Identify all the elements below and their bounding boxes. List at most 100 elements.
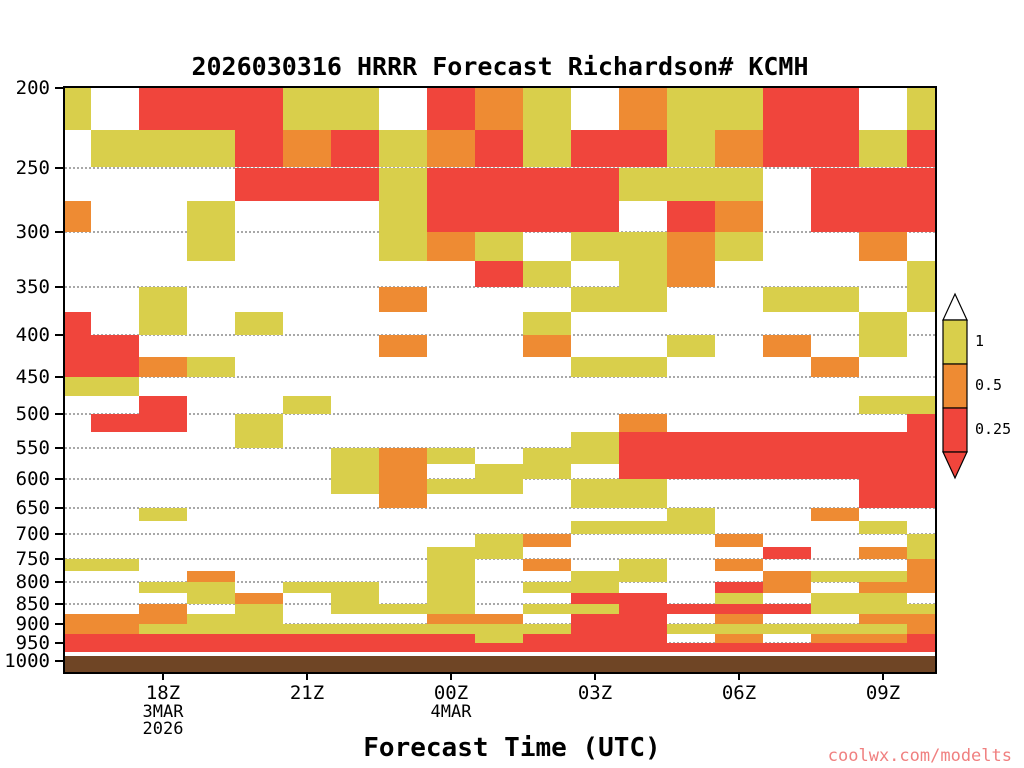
colorbar-arrow-up-icon [942,292,968,321]
heatmap-cell [235,167,283,202]
heatmap-cell [475,613,523,624]
heatmap-cell [427,129,475,168]
heatmap-cell [619,260,667,288]
heatmap-cell [715,643,763,653]
heatmap-cell [65,88,91,130]
heatmap-cell [571,603,619,614]
heatmap-cell [523,581,571,593]
y-tick-label: 400 [15,323,50,346]
heatmap-cell [571,613,619,624]
heatmap-cell [859,592,907,604]
y-tick-label: 700 [15,523,50,546]
heatmap-cell [571,479,619,494]
y-tick-label: 650 [15,496,50,519]
heatmap-cell [187,581,235,593]
y-tick-label: 850 [15,592,50,615]
y-tick-label: 250 [15,156,50,179]
heatmap-cell [715,201,763,233]
heatmap-cell [619,88,667,130]
heatmap-cell [379,167,427,202]
heatmap-cell [667,623,715,634]
heatmap-cell [667,167,715,202]
heatmap-cell [427,167,475,202]
heatmap-cell [187,129,235,168]
heatmap-cell [619,479,667,494]
y-tick-label: 450 [15,365,50,388]
heatmap-cell [907,643,935,653]
heatmap-cell [139,581,187,593]
y-tick-label: 500 [15,403,50,426]
heatmap-cell [715,232,763,261]
gridline [65,557,935,560]
heatmap-cell [619,521,667,535]
heatmap-cell [91,414,139,432]
heatmap-cell [139,129,187,168]
heatmap-cell [475,546,523,559]
heatmap-cell [619,448,667,465]
heatmap-cell [65,643,91,653]
heatmap-cell [619,129,667,168]
heatmap-cell [571,521,619,535]
heatmap-cell [619,356,667,377]
heatmap-cell [139,633,187,644]
heatmap-cell [523,88,571,130]
heatmap-cell [475,643,523,653]
colorbar-label-025: 0.25 [975,420,1012,438]
heatmap-cell [475,534,523,547]
y-tick [55,478,63,481]
heatmap-cell [859,464,907,480]
heatmap-cell [571,643,619,653]
heatmap-cell [859,570,907,582]
heatmap-cell [667,88,715,130]
gridline [65,602,935,605]
heatmap-cell [907,493,935,508]
heatmap-cell [763,643,811,653]
heatmap-cell [763,603,811,614]
heatmap-cell [65,356,91,377]
heatmap-cell [811,507,859,522]
heatmap-cell [907,581,935,593]
heatmap-cell [427,201,475,233]
y-tick-label: 800 [15,570,50,593]
x-tick [882,672,884,680]
heatmap-cell [859,521,907,535]
colorbar [942,292,968,480]
heatmap-cell [907,623,935,634]
heatmap-cell [859,581,907,593]
heatmap-cell [91,356,139,377]
heatmap-cell [283,581,331,593]
heatmap-cell [235,623,283,634]
heatmap-cell [379,287,427,312]
heatmap-cell [523,643,571,653]
heatmap-cell [283,623,331,634]
watermark: coolwx.com/modelts [827,746,1012,766]
heatmap-cell [715,448,763,465]
heatmap-cell [667,129,715,168]
heatmap-cell [811,448,859,465]
heatmap-cell [571,287,619,312]
heatmap-cell [475,232,523,261]
heatmap-cell [91,376,139,397]
gridline [65,447,935,450]
heatmap-cell [667,464,715,480]
heatmap-cell [859,396,907,415]
heatmap-cell [859,129,907,168]
heatmap-cell [859,431,907,449]
plot-area [63,86,937,674]
x-axis-title: Forecast Time (UTC) [363,733,661,763]
heatmap-cell [619,592,667,604]
heatmap-cell [811,431,859,449]
x-tick-label: 18Z [145,682,181,704]
x-tick [306,672,308,680]
heatmap-cell [379,603,427,614]
heatmap-cell [571,570,619,582]
heatmap-cell [859,643,907,653]
heatmap-cell [91,558,139,571]
x-date-label: 2026 [142,719,184,739]
heatmap-cell [907,613,935,624]
heatmap-cell [427,633,475,644]
heatmap-cell [235,643,283,653]
heatmap-cell [235,592,283,604]
heatmap-cell [475,633,523,644]
heatmap-cell [907,414,935,432]
